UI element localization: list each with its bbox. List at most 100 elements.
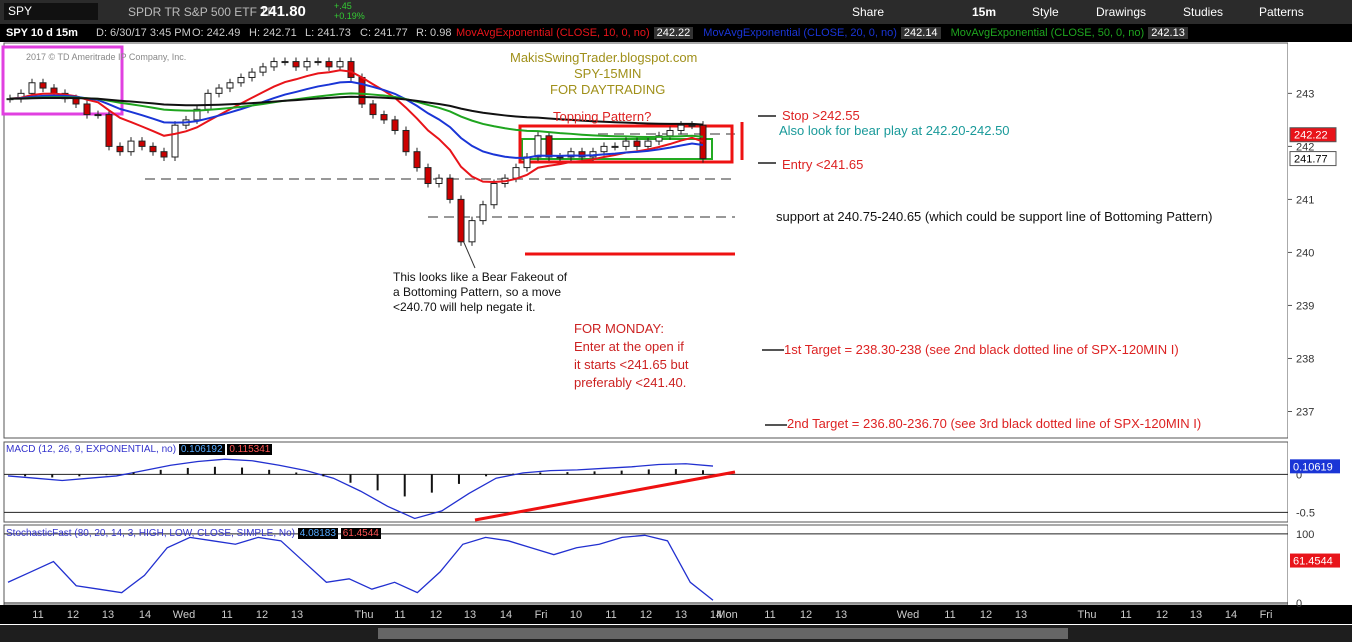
- candle: [237, 76, 245, 84]
- x-tick-label: Fri: [1260, 609, 1273, 621]
- interval-button[interactable]: 15m: [972, 5, 997, 19]
- blog: MakisSwingTrader.blogspot.com: [510, 50, 698, 65]
- candle: [39, 82, 47, 89]
- stop: Stop >242.55: [782, 108, 860, 123]
- x-tick-label: 12: [640, 609, 652, 621]
- ma-value: 242.14: [900, 27, 941, 39]
- value-box-label: 0.10619: [1293, 461, 1333, 473]
- x-tick-label: 14: [1225, 609, 1237, 621]
- bear-play: Also look for bear play at 242.20-242.50: [779, 123, 1010, 138]
- candle: [688, 124, 696, 127]
- candle: [193, 108, 201, 121]
- line: Enter at the open if: [574, 339, 684, 354]
- candle: [314, 61, 322, 64]
- info-high: H: 242.71: [249, 27, 297, 39]
- x-tick-label: 10: [570, 609, 582, 621]
- info-low: L: 241.73: [305, 27, 351, 39]
- x-tick-label: 14: [139, 609, 151, 621]
- patterns-button[interactable]: Patterns: [1259, 5, 1304, 19]
- candle: [259, 66, 267, 73]
- candle: [160, 151, 168, 158]
- x-tick-label: 13: [1190, 609, 1202, 621]
- info-date: D: 6/30/17 3:45 PM: [96, 27, 191, 39]
- value-box: [1290, 459, 1340, 474]
- candle: [358, 76, 366, 105]
- candle: [677, 124, 685, 131]
- y-tick-label: 237: [1296, 406, 1314, 418]
- line: a Bottoming Pattern, so a move: [393, 285, 562, 299]
- ema-line: [9, 92, 704, 138]
- candle: [424, 167, 432, 185]
- x-tick-label: Thu: [1078, 609, 1097, 621]
- candle: [413, 151, 421, 169]
- x-tick-label: 14: [500, 609, 512, 621]
- ema-line: [9, 69, 704, 183]
- candle: [446, 177, 454, 200]
- line: preferably <241.40.: [574, 375, 687, 390]
- x-tick-label: Thu: [355, 609, 374, 621]
- target-1: 1st Target = 238.30-238 (see 2nd black d…: [784, 342, 1179, 357]
- y-tick-label: 242: [1296, 141, 1314, 153]
- monday-note: FOR MONDAY: Enter at the open if it starts…: [574, 320, 689, 392]
- x-tick-label: 11: [32, 609, 43, 621]
- value: 4.08183: [297, 528, 338, 539]
- line: This looks like a Bear Fakeout of: [393, 270, 568, 284]
- x-tick-label: 14: [710, 609, 722, 621]
- info-range: R: 0.98: [416, 27, 452, 39]
- value: 0.115341: [227, 444, 273, 455]
- pink-box: [1, 45, 124, 116]
- x-tick-label: 11: [221, 609, 232, 621]
- y-tick-label: 0: [1296, 598, 1302, 610]
- x-tick-label: 12: [980, 609, 992, 621]
- style-button[interactable]: Style: [1032, 5, 1059, 19]
- y-tick-label: 241: [1296, 194, 1314, 206]
- chart: 237 238 239 240 241 242 243 242.22 241.77 0 -0.5 0.…: [0, 42, 1352, 642]
- label: StochasticFast (80, 20, 14, 3, HIGH, LOW…: [6, 528, 295, 539]
- y-tick-label: 239: [1296, 300, 1314, 312]
- stoch-label: StochasticFast (80, 20, 14, 3, HIGH, LOW…: [6, 528, 381, 539]
- candle: [666, 129, 674, 137]
- ema-line: [9, 95, 704, 126]
- candle: [435, 177, 443, 185]
- candle: [105, 114, 113, 147]
- fakeout-note: This looks like a Bear Fakeout of a Botto…: [393, 270, 567, 315]
- chart-id: SPY 10 d 15m: [6, 27, 78, 39]
- symbol-box[interactable]: SPY: [4, 3, 98, 20]
- candle: [545, 135, 553, 158]
- pointer: [461, 237, 476, 269]
- candle: [567, 151, 575, 158]
- ema-line: [9, 80, 704, 159]
- x-tick-label: Fri: [535, 609, 548, 621]
- candle: [556, 156, 564, 159]
- candle: [116, 145, 124, 153]
- x-tick-label: 11: [1120, 609, 1131, 621]
- x-tick-label: 13: [675, 609, 687, 621]
- ma-label: MovAvgExponential (CLOSE, 20, 0, no): [703, 27, 897, 39]
- trend-line: [474, 470, 736, 522]
- x-tick-label: 12: [67, 609, 79, 621]
- scroll-thumb: [378, 628, 1068, 639]
- candle: [248, 71, 256, 78]
- line: <240.70 will help negate it.: [393, 300, 536, 314]
- drawings-button[interactable]: Drawings: [1096, 5, 1147, 19]
- candle: [655, 135, 663, 142]
- candle: [336, 61, 344, 68]
- entry: Entry <241.65: [782, 157, 864, 172]
- studies-button[interactable]: Studies: [1183, 5, 1224, 19]
- y-tick-label: 0: [1296, 469, 1302, 481]
- timeframe: SPY-15MIN: [574, 66, 642, 81]
- x-tick-label: 13: [1015, 609, 1027, 621]
- candle: [281, 61, 289, 64]
- ma-label: MovAvgExponential (CLOSE, 50, 0, no): [950, 27, 1145, 39]
- share-button[interactable]: Share: [852, 5, 885, 19]
- macd-line: [7, 458, 714, 520]
- y-tick-label: -0.5: [1296, 507, 1315, 519]
- label: MACD (12, 26, 9, EXPONENTIAL, no): [6, 444, 177, 455]
- value-box: [1290, 553, 1340, 568]
- symbol-name: SPDR TR S&P 500 ETF TR: [128, 5, 277, 19]
- line: FOR MONDAY:: [574, 321, 665, 336]
- candle: [633, 140, 641, 147]
- change: +.45: [334, 1, 352, 11]
- x-tick-label: 12: [256, 609, 268, 621]
